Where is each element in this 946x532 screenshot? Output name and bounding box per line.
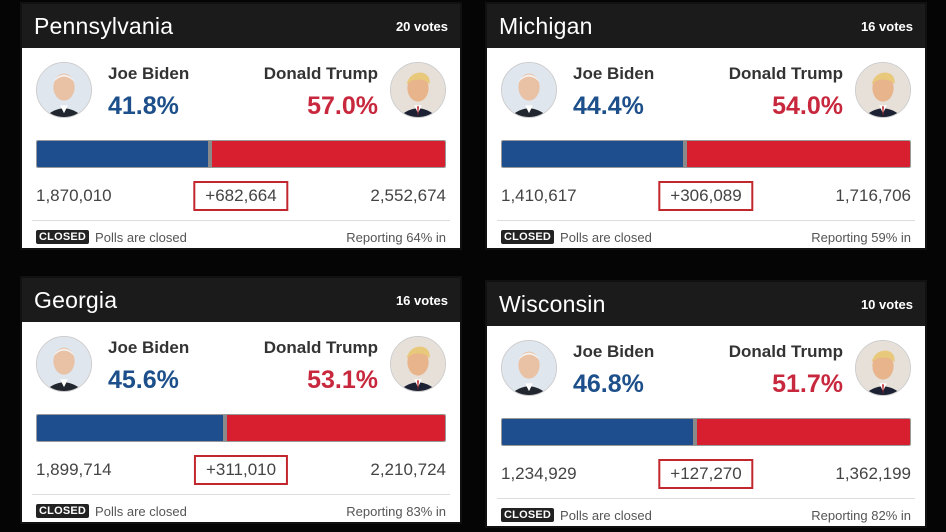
biden-vote-count: 1,410,617 [501, 186, 577, 205]
trump-bar [687, 141, 910, 167]
trump-name: Donald Trump [263, 338, 378, 357]
electoral-votes: 16 votes [860, 18, 913, 34]
card-header: Georgia 16 votes [22, 278, 460, 322]
trump-vote-count: 2,210,724 [370, 460, 446, 479]
trump-avatar [390, 336, 446, 392]
bar-divider [223, 415, 228, 441]
divider [32, 220, 450, 221]
biden-name: Joe Biden [108, 338, 190, 357]
bar-divider [207, 141, 212, 167]
biden-vote-count: 1,234,929 [501, 464, 577, 483]
biden-name: Joe Biden [573, 342, 655, 361]
biden-avatar [36, 336, 92, 392]
poll-status: Polls are closed [95, 503, 187, 519]
trump-percent: 53.1% [307, 366, 378, 394]
state-card-wisconsin[interactable]: Wisconsin 10 votes Joe Biden 46.8% Donal… [485, 280, 927, 528]
vote-share-bar [36, 414, 446, 442]
closed-badge: CLOSED [36, 504, 90, 518]
vote-margin: +682,664 [193, 181, 289, 211]
biden-avatar [36, 62, 92, 118]
reporting-status: Reporting 82% in [811, 507, 911, 523]
reporting-status: Reporting 64% in [346, 229, 446, 245]
vote-share-bar [501, 140, 911, 168]
biden-avatar [501, 62, 557, 118]
state-card-pennsylvania[interactable]: Pennsylvania 20 votes Joe Biden 41.8% Do… [20, 2, 462, 250]
vote-margin: +127,270 [658, 459, 754, 489]
poll-status: Polls are closed [95, 229, 187, 245]
trump-percent: 54.0% [772, 92, 843, 120]
bar-divider [692, 419, 697, 445]
divider [497, 220, 915, 221]
state-name: Michigan [499, 12, 593, 39]
biden-vote-count: 1,899,714 [36, 460, 112, 479]
biden-percent: 44.4% [573, 92, 644, 120]
reporting-status: Reporting 83% in [346, 503, 446, 519]
biden-bar [37, 141, 208, 167]
state-name: Wisconsin [499, 290, 606, 317]
card-header: Michigan 16 votes [487, 4, 925, 48]
closed-badge: CLOSED [501, 230, 555, 244]
trump-bar [227, 415, 445, 441]
vote-share-bar [36, 140, 446, 168]
trump-name: Donald Trump [728, 342, 843, 361]
electoral-votes: 20 votes [395, 18, 448, 34]
electoral-votes: 10 votes [860, 296, 913, 312]
biden-bar [502, 419, 693, 445]
trump-name: Donald Trump [728, 64, 843, 83]
poll-status: Polls are closed [560, 507, 652, 523]
trump-avatar [390, 62, 446, 118]
state-name: Georgia [34, 286, 118, 313]
trump-bar [211, 141, 445, 167]
biden-bar [37, 415, 224, 441]
trump-bar [696, 419, 910, 445]
biden-bar [502, 141, 684, 167]
bar-divider [683, 141, 688, 167]
vote-share-bar [501, 418, 911, 446]
biden-name: Joe Biden [573, 64, 655, 83]
biden-percent: 45.6% [108, 366, 179, 394]
biden-percent: 46.8% [573, 370, 644, 398]
divider [497, 498, 915, 499]
card-header: Wisconsin 10 votes [487, 282, 925, 326]
state-card-georgia[interactable]: Georgia 16 votes Joe Biden 45.6% Donald … [20, 276, 462, 524]
closed-badge: CLOSED [36, 230, 90, 244]
trump-avatar [855, 340, 911, 396]
electoral-votes: 16 votes [395, 292, 448, 308]
vote-margin: +311,010 [193, 455, 289, 485]
trump-percent: 51.7% [772, 370, 843, 398]
card-header: Pennsylvania 20 votes [22, 4, 460, 48]
closed-badge: CLOSED [501, 508, 555, 522]
state-card-michigan[interactable]: Michigan 16 votes Joe Biden 44.4% Donald… [485, 2, 927, 250]
vote-margin: +306,089 [658, 181, 754, 211]
biden-percent: 41.8% [108, 92, 179, 120]
trump-percent: 57.0% [307, 92, 378, 120]
divider [32, 494, 450, 495]
trump-name: Donald Trump [263, 64, 378, 83]
trump-avatar [855, 62, 911, 118]
biden-avatar [501, 340, 557, 396]
biden-vote-count: 1,870,010 [36, 186, 112, 205]
trump-vote-count: 1,362,199 [835, 464, 911, 483]
biden-name: Joe Biden [108, 64, 190, 83]
state-name: Pennsylvania [34, 12, 174, 39]
trump-vote-count: 2,552,674 [370, 186, 446, 205]
poll-status: Polls are closed [560, 229, 652, 245]
trump-vote-count: 1,716,706 [835, 186, 911, 205]
reporting-status: Reporting 59% in [811, 229, 911, 245]
